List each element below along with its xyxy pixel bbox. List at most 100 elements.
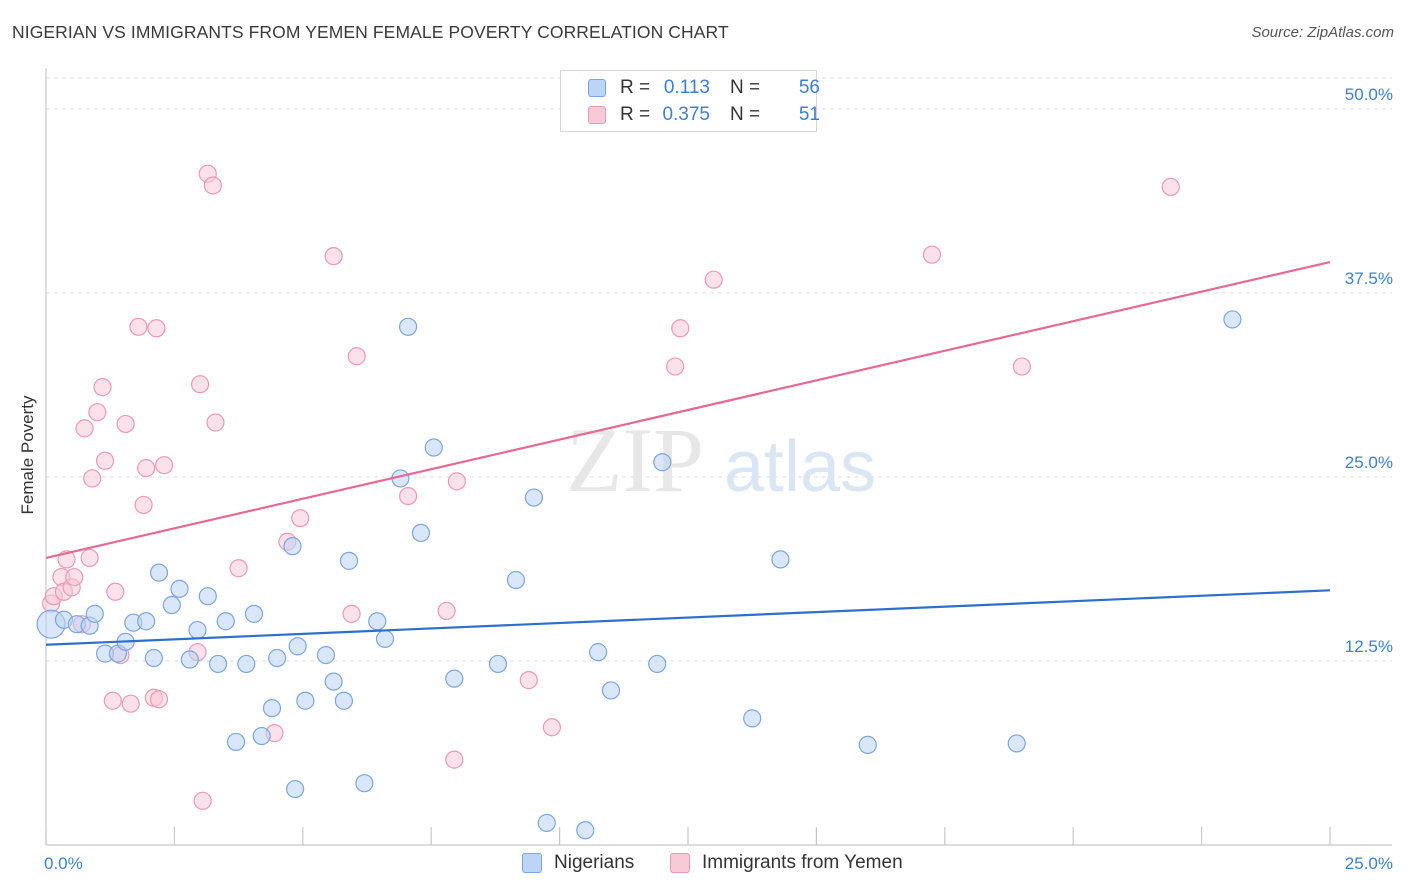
legend-r-value: 0.113 xyxy=(663,77,710,98)
yemen-point xyxy=(203,176,223,195)
nigerians-point xyxy=(653,453,672,472)
nigerians-point xyxy=(506,570,526,590)
yemen-point xyxy=(137,459,156,478)
yemen-point xyxy=(229,559,248,578)
nigerians-point xyxy=(188,620,207,640)
legend-n-value: 51 xyxy=(798,104,820,125)
x-tick-label-max: 25.0% xyxy=(1345,854,1393,873)
nigerians-point xyxy=(324,672,343,691)
nigerians-point xyxy=(411,523,431,543)
yemen-point xyxy=(519,671,538,690)
legend-swatch-nigerians xyxy=(522,853,542,873)
nigerians-point xyxy=(208,654,228,674)
yemen-point xyxy=(542,718,561,737)
source-label: Source: ZipAtlas.com xyxy=(1251,24,1394,41)
yemen-point xyxy=(666,357,685,376)
y-tick-label: 37.5% xyxy=(1345,269,1393,288)
yemen-point xyxy=(149,690,169,709)
tick-labels: 12.5% 25.0% 37.5% 50.0% 0.0% 25.0% xyxy=(44,85,1393,873)
nigerians-point xyxy=(170,579,189,598)
x-tick-label-min: 0.0% xyxy=(44,854,83,873)
legend-swatch-yemen xyxy=(670,853,690,873)
yemen-point xyxy=(671,319,690,338)
gridlines xyxy=(46,77,1392,662)
nigerians-point xyxy=(268,648,287,668)
yemen-trend-line xyxy=(45,260,1331,559)
yemen-point xyxy=(206,413,225,432)
watermark-zip: ZIP xyxy=(566,409,704,511)
nigerians-point xyxy=(355,774,374,793)
yemen-point xyxy=(704,270,723,289)
nigerians-point xyxy=(283,537,302,556)
yemen-point xyxy=(922,245,942,264)
nigerians-point xyxy=(237,654,256,674)
yemen-point xyxy=(1012,357,1031,376)
yemen-point xyxy=(1161,177,1180,197)
nigerians-point xyxy=(198,587,217,606)
nigerians-point xyxy=(368,612,387,631)
yemen-point xyxy=(129,317,148,336)
legend-label-yemen: Immigrants from Yemen xyxy=(702,852,903,873)
axes xyxy=(45,68,1392,846)
yemen-point xyxy=(106,582,125,601)
yemen-point xyxy=(445,750,464,769)
yemen-point xyxy=(93,378,112,397)
y-tick-label: 25.0% xyxy=(1345,453,1393,472)
nigerians-point xyxy=(524,488,544,507)
yemen-point xyxy=(121,694,140,713)
legend-r-label: R = xyxy=(620,104,651,125)
nigerians-point xyxy=(375,629,395,648)
nigerians-point xyxy=(216,612,235,631)
yemen-point xyxy=(347,347,366,366)
yemen-point xyxy=(95,451,115,470)
yemen-point xyxy=(193,791,212,810)
nigerians-point xyxy=(285,779,305,799)
nigerians-point xyxy=(226,732,246,752)
nigerians-point xyxy=(162,595,181,615)
nigerians-point xyxy=(334,691,353,710)
nigerians-point xyxy=(85,604,104,623)
yemen-point xyxy=(103,691,122,710)
legend-n-value: 56 xyxy=(798,77,820,98)
series-legend: Nigerians Immigrants from Yemen xyxy=(0,852,1406,878)
yemen-point xyxy=(75,419,94,438)
nigerians-point xyxy=(252,726,271,746)
nigerians-point xyxy=(648,654,667,674)
yemen-point xyxy=(398,486,418,506)
chart-title: NIGERIAN VS IMMIGRANTS FROM YEMEN FEMALE… xyxy=(12,22,729,42)
nigerians-point xyxy=(537,813,556,833)
nigerians-point xyxy=(296,691,315,710)
nigerians-point xyxy=(1007,734,1026,753)
legend-swatch-pink xyxy=(588,106,606,124)
nigerians-point xyxy=(743,709,762,728)
yemen-point xyxy=(65,567,84,587)
nigerians-point xyxy=(144,648,163,668)
yemen-point xyxy=(134,495,153,515)
nigerians-trend-line xyxy=(45,589,1331,646)
watermark: ZIP atlas xyxy=(566,409,876,511)
nigerians-point xyxy=(262,698,282,718)
trend-lines xyxy=(45,260,1331,646)
nigerians-point xyxy=(137,612,156,631)
legend-n-label: N = xyxy=(730,104,761,125)
yemen-point xyxy=(190,375,210,394)
nigerians-point xyxy=(1223,310,1242,329)
yemen-point xyxy=(80,548,99,568)
nigerians-point xyxy=(149,563,169,582)
yemen-point xyxy=(147,319,166,338)
legend-r-value: 0.375 xyxy=(662,104,710,125)
legend-label-nigerians: Nigerians xyxy=(554,852,635,873)
yemen-point xyxy=(342,604,361,623)
nigerians-point xyxy=(424,438,443,457)
nigerians-point xyxy=(288,637,307,656)
nigerians-point xyxy=(589,643,608,662)
correlation-legend: R = 0.113 N = 56 R = 0.375 N = 51 xyxy=(560,70,820,132)
nigerians-point xyxy=(398,317,418,336)
yemen-point xyxy=(116,414,135,434)
yemen-point xyxy=(88,403,107,422)
yemen-point xyxy=(291,509,310,528)
nigerians-point xyxy=(244,604,264,623)
nigerians-point xyxy=(180,650,199,669)
yemen-point xyxy=(324,247,343,266)
